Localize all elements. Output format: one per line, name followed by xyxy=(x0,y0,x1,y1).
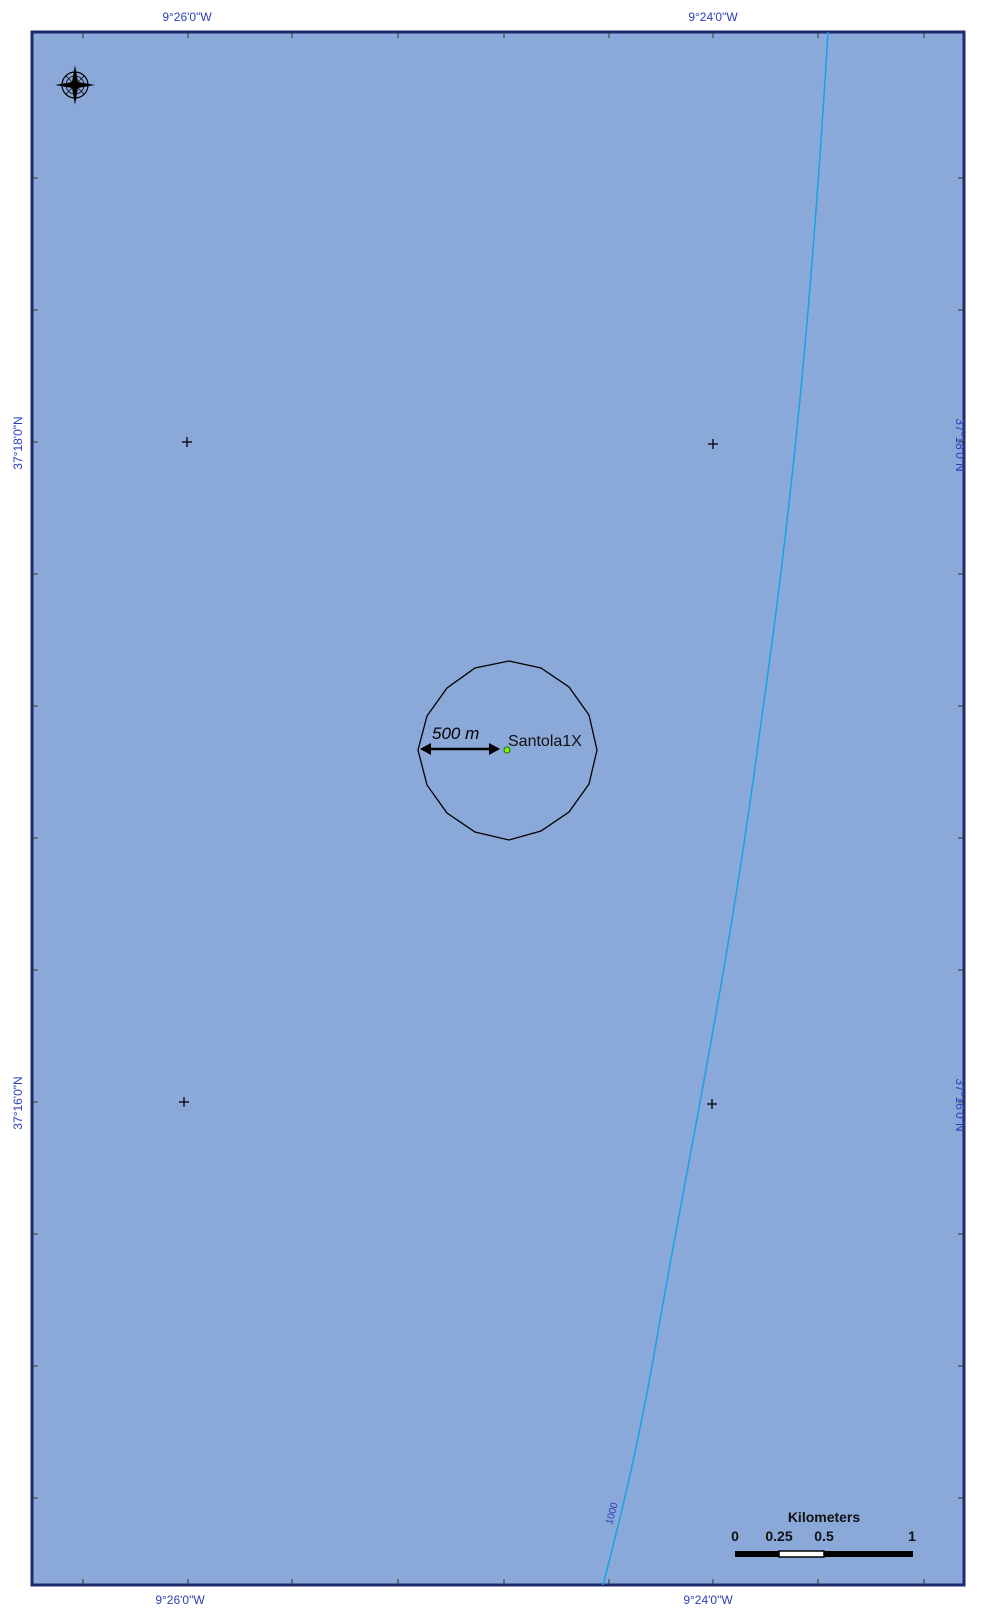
graticule-cross xyxy=(708,439,718,449)
well-buffer-circle xyxy=(417,660,598,841)
distance-label: 500 m xyxy=(432,724,479,743)
scale-bar-title: Kilometers xyxy=(788,1509,861,1525)
right-latitude-label: 37°16'0"N xyxy=(953,1078,967,1131)
scale-bar: Kilometers 0 0.25 0.5 1 xyxy=(731,1509,916,1558)
graticule-cross xyxy=(182,437,192,447)
graticule-cross xyxy=(179,1097,189,1107)
well-point[interactable] xyxy=(503,746,511,754)
scale-bar-tick-label: 0.5 xyxy=(814,1528,834,1544)
graticule-cross xyxy=(707,1099,717,1109)
bathymetry-contour-line xyxy=(602,31,829,1586)
scale-bar-tick-label: 0 xyxy=(731,1528,739,1544)
top-longitude-label: 9°24'0"W xyxy=(688,10,738,24)
well-label: Santola1X xyxy=(508,733,582,750)
bottom-longitude-label: 9°26'0"W xyxy=(155,1593,205,1607)
right-latitude-label: 37°18'0"N xyxy=(953,418,967,471)
sea-area xyxy=(32,32,964,1585)
frame-ticks xyxy=(32,32,964,1585)
left-latitude-label: 37°16'0"N xyxy=(11,1076,25,1129)
scale-bar-tick-label: 0.25 xyxy=(765,1528,792,1544)
bottom-longitude-label: 9°24'0"W xyxy=(683,1593,733,1607)
compass-rose-icon xyxy=(55,65,95,105)
left-latitude-label: 37°18'0"N xyxy=(11,416,25,469)
distance-arrow xyxy=(420,743,500,755)
map-frame xyxy=(30,30,966,1587)
scale-bar-tick-label: 1 xyxy=(908,1528,916,1544)
graticule-crosses xyxy=(179,437,718,1109)
top-longitude-label: 9°26'0"W xyxy=(162,10,212,24)
